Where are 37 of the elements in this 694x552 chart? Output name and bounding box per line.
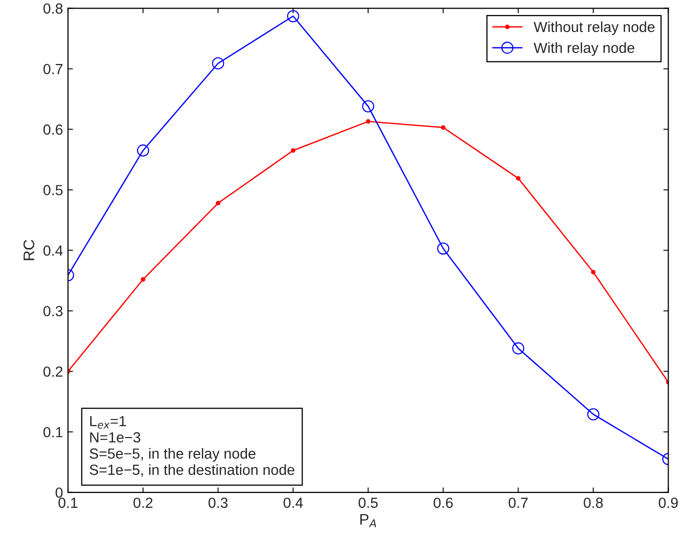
- annotation: L$_{ex}$=1 N=1e−3 S=5e−5, in the relay node S=1e−5, in the destination node: [90, 416, 294, 477]
- point: [140, 277, 146, 282]
- point: [290, 148, 296, 153]
- x-tick-label: 0.2: [133, 498, 152, 508]
- point: [516, 176, 520, 181]
- legend-label: With relay node: [534, 42, 634, 56]
- y-tick-label: 0.8: [43, 3, 63, 14]
- x-tick-label: 0.1: [58, 498, 78, 508]
- x-tick-label: 0.9: [658, 498, 678, 508]
- point: [287, 10, 300, 22]
- point: [362, 100, 374, 112]
- x-axis-title: P$_{A}$: [360, 514, 376, 528]
- y-tick-label: 0.7: [43, 64, 62, 74]
- y-tick-label: 0.4: [43, 245, 63, 256]
- point: [512, 342, 524, 354]
- point: [216, 200, 220, 206]
- y-tick-label: 0: [56, 487, 63, 498]
- x-tick-label: 0.7: [508, 498, 528, 508]
- point: [212, 57, 224, 70]
- x-tick-label: 0.5: [358, 498, 378, 508]
- x-tick-label: 0.8: [584, 498, 603, 508]
- y-tick-label: 0.6: [43, 124, 63, 135]
- point: [437, 242, 450, 255]
- x-tick-label: 0.3: [208, 498, 228, 508]
- y-tick-label: 0.3: [43, 306, 63, 316]
- x-tick-label: 0.6: [434, 498, 453, 508]
- x-tick-label: 0.4: [284, 498, 303, 508]
- y-tick-label: 0.5: [43, 184, 63, 196]
- point: [591, 270, 596, 274]
- point: [587, 408, 600, 420]
- y-axis-title: RC: [23, 240, 34, 260]
- legend-label: Without relay node: [534, 21, 655, 35]
- point: [440, 125, 446, 130]
- y-tick-label: 0.1: [43, 426, 62, 438]
- point: [366, 119, 370, 124]
- point: [136, 144, 150, 157]
- y-tick-label: 0.2: [43, 366, 62, 377]
